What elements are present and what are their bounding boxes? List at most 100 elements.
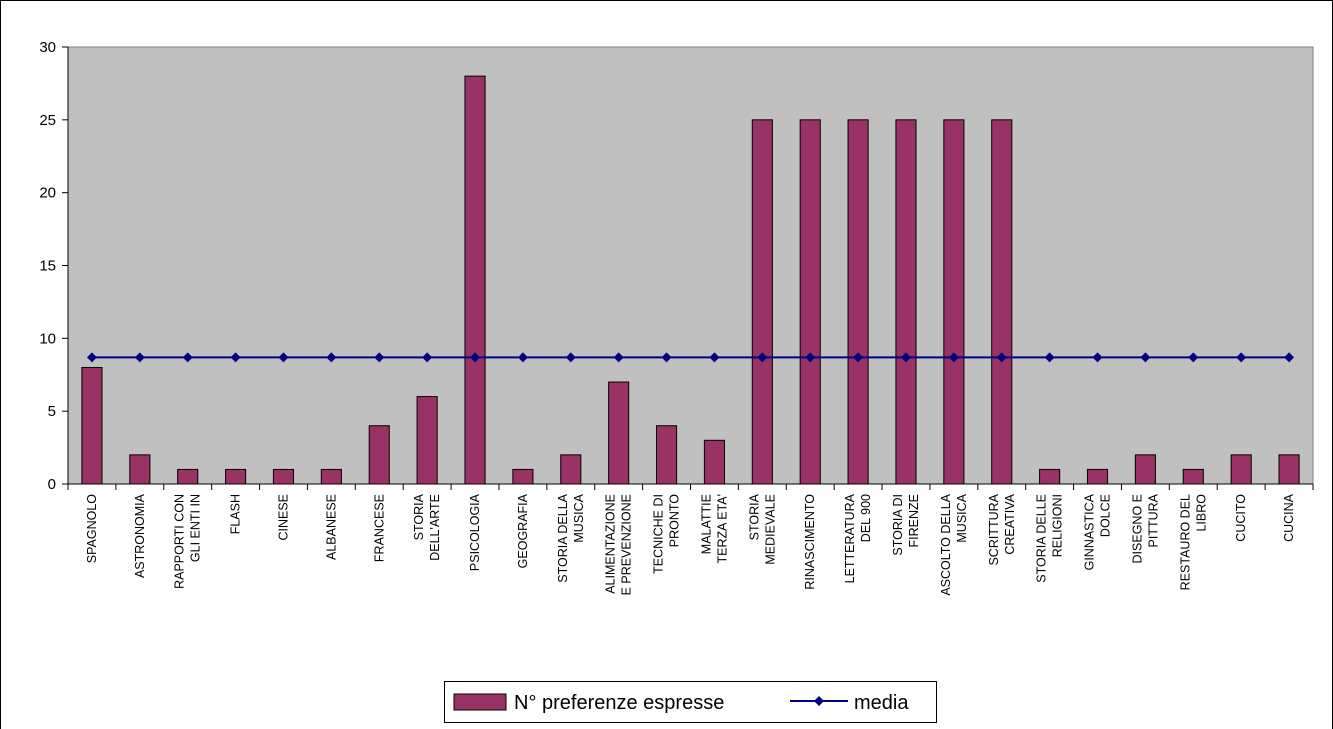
x-tick-label-line: RELIGIONI — [1051, 494, 1065, 557]
x-tick-label: ALIMENTAZIONE E PREVENZIONE — [604, 494, 634, 595]
bar — [81, 366, 103, 485]
media-point — [86, 352, 97, 363]
bar — [225, 468, 247, 485]
legend-marker-diamond — [814, 696, 824, 706]
x-tick-label-line: STORIA — [747, 493, 761, 540]
bar — [177, 468, 199, 485]
media-point — [661, 352, 672, 363]
x-tick-label: GEOGRAFIA — [516, 493, 530, 568]
x-tick-label: FLASH — [229, 494, 243, 534]
x-tick-labels: SPAGNOLO ASTRONOMIA RAPPORTI CON GLI ENTI I… — [85, 493, 1296, 595]
x-tick-label-line: DEL 900 — [859, 494, 873, 542]
y-tick-label: 20 — [39, 185, 56, 202]
media-point — [134, 352, 145, 363]
x-tick-label: STORIA DELL'ARTE — [412, 493, 442, 560]
bar — [1278, 454, 1300, 485]
x-tick-label-line: FIRENZE — [907, 494, 921, 547]
x-tick-label-line: PRONTO — [668, 494, 682, 548]
bar — [656, 425, 678, 485]
x-tick-label: SPAGNOLO — [85, 494, 99, 564]
x-tick-label: CUCINA — [1282, 493, 1296, 542]
media-point — [1140, 352, 1151, 363]
x-tick-label-line: E PREVENZIONE — [620, 494, 634, 595]
bar — [943, 119, 965, 485]
x-tick-label: RAPPORTI CON GLI ENTI IN — [173, 494, 203, 589]
x-tick-label-line: ALBANESE — [324, 494, 338, 560]
plot-area — [67, 46, 1314, 485]
line-series — [86, 352, 1295, 363]
x-tick-label-line: CINESE — [276, 494, 290, 541]
x-tick-label: STORIA DELLE RELIGIONI — [1035, 494, 1065, 583]
x-tick-label: RESTAURO DEL LIBRO — [1178, 494, 1208, 591]
x-tick-label-line: RINASCIMENTO — [803, 494, 817, 590]
x-tick-label-line: GINNASTICA — [1083, 493, 1097, 570]
x-tick-label-line: SPAGNOLO — [85, 494, 99, 564]
media-point — [948, 352, 959, 363]
x-tick-label-line: RESTAURO DEL — [1178, 494, 1192, 590]
media-point — [1092, 352, 1103, 363]
x-tick-label-line: PSICOLOGIA — [468, 493, 482, 571]
legend-label-bar: N° preferenze espresse — [514, 692, 724, 714]
x-tick-label-line: MEDIEVALE — [763, 494, 777, 565]
x-tick-label-line: RAPPORTI CON — [173, 494, 187, 589]
media-point — [1284, 352, 1295, 363]
bar — [1230, 454, 1252, 485]
media-point — [182, 352, 193, 363]
x-tick-label-line: SCRITTURA — [987, 493, 1001, 565]
x-tick-label-line: MALATTIE — [699, 494, 713, 554]
media-point — [757, 352, 768, 363]
x-tick-label-line: FLASH — [229, 494, 243, 534]
bar — [799, 119, 821, 485]
legend: N° preferenze espresse media — [444, 681, 937, 723]
media-point — [900, 352, 911, 363]
bar — [560, 454, 582, 485]
media-point — [470, 352, 481, 363]
x-tick-label-line: DELL'ARTE — [428, 494, 442, 561]
x-tick-label: SCRITTURA CREATIVA — [987, 493, 1017, 565]
x-tick-label: TECNICHE DI PRONTO — [652, 494, 682, 574]
x-tick-label-line: ASTRONOMIA — [133, 493, 147, 578]
bar — [895, 119, 917, 485]
media-point — [1236, 352, 1247, 363]
media-point — [709, 352, 720, 363]
bar — [1134, 454, 1156, 485]
x-tick-label-line: ASCOLTO DELLA — [939, 493, 953, 595]
bar — [464, 75, 486, 485]
y-tick-label: 25 — [39, 112, 56, 129]
x-tick-label: ALBANESE — [324, 494, 338, 560]
legend-label-line: media — [854, 692, 909, 714]
x-tick-label-line: LIBRO — [1194, 494, 1208, 532]
x-tick-label-line: GLI ENTI IN — [189, 494, 203, 562]
x-tick-label-line: ALIMENTAZIONE — [604, 494, 618, 594]
media-point — [374, 352, 385, 363]
media-point — [805, 352, 816, 363]
media-point — [517, 352, 528, 363]
media-point — [613, 352, 624, 363]
bar — [368, 425, 390, 485]
media-point — [565, 352, 576, 363]
bar — [1086, 468, 1109, 485]
y-tick-label: 0 — [48, 476, 56, 493]
x-tick-label-line: DISEGNO E — [1130, 494, 1144, 563]
x-tick-label-line: STORIA DELLE — [1035, 494, 1049, 583]
x-tick-label: DISEGNO E PITTURA — [1130, 493, 1160, 563]
bar-series — [81, 75, 1300, 485]
x-tick-label-line: MUSICA — [572, 493, 586, 542]
bar — [608, 381, 630, 485]
y-tick-label: 10 — [39, 330, 56, 347]
media-point — [278, 352, 289, 363]
x-tick-label-line: LETTERATURA — [843, 493, 857, 583]
x-tick-label: FRANCESE — [372, 494, 386, 562]
x-tick-label-line: CUCITO — [1234, 494, 1248, 542]
x-tick-label: STORIA MEDIEVALE — [747, 493, 777, 564]
bar — [847, 119, 869, 485]
x-tick-label-line: STORIA DI — [891, 494, 905, 556]
bar — [991, 119, 1013, 485]
y-tick-label: 15 — [39, 258, 56, 275]
x-tick-label-line: MUSICA — [955, 493, 969, 542]
x-tick-label: GINNASTICA DOLCE — [1083, 493, 1113, 570]
x-tick-label-line: GEOGRAFIA — [516, 493, 530, 568]
media-point — [853, 352, 864, 363]
bar — [512, 468, 534, 485]
